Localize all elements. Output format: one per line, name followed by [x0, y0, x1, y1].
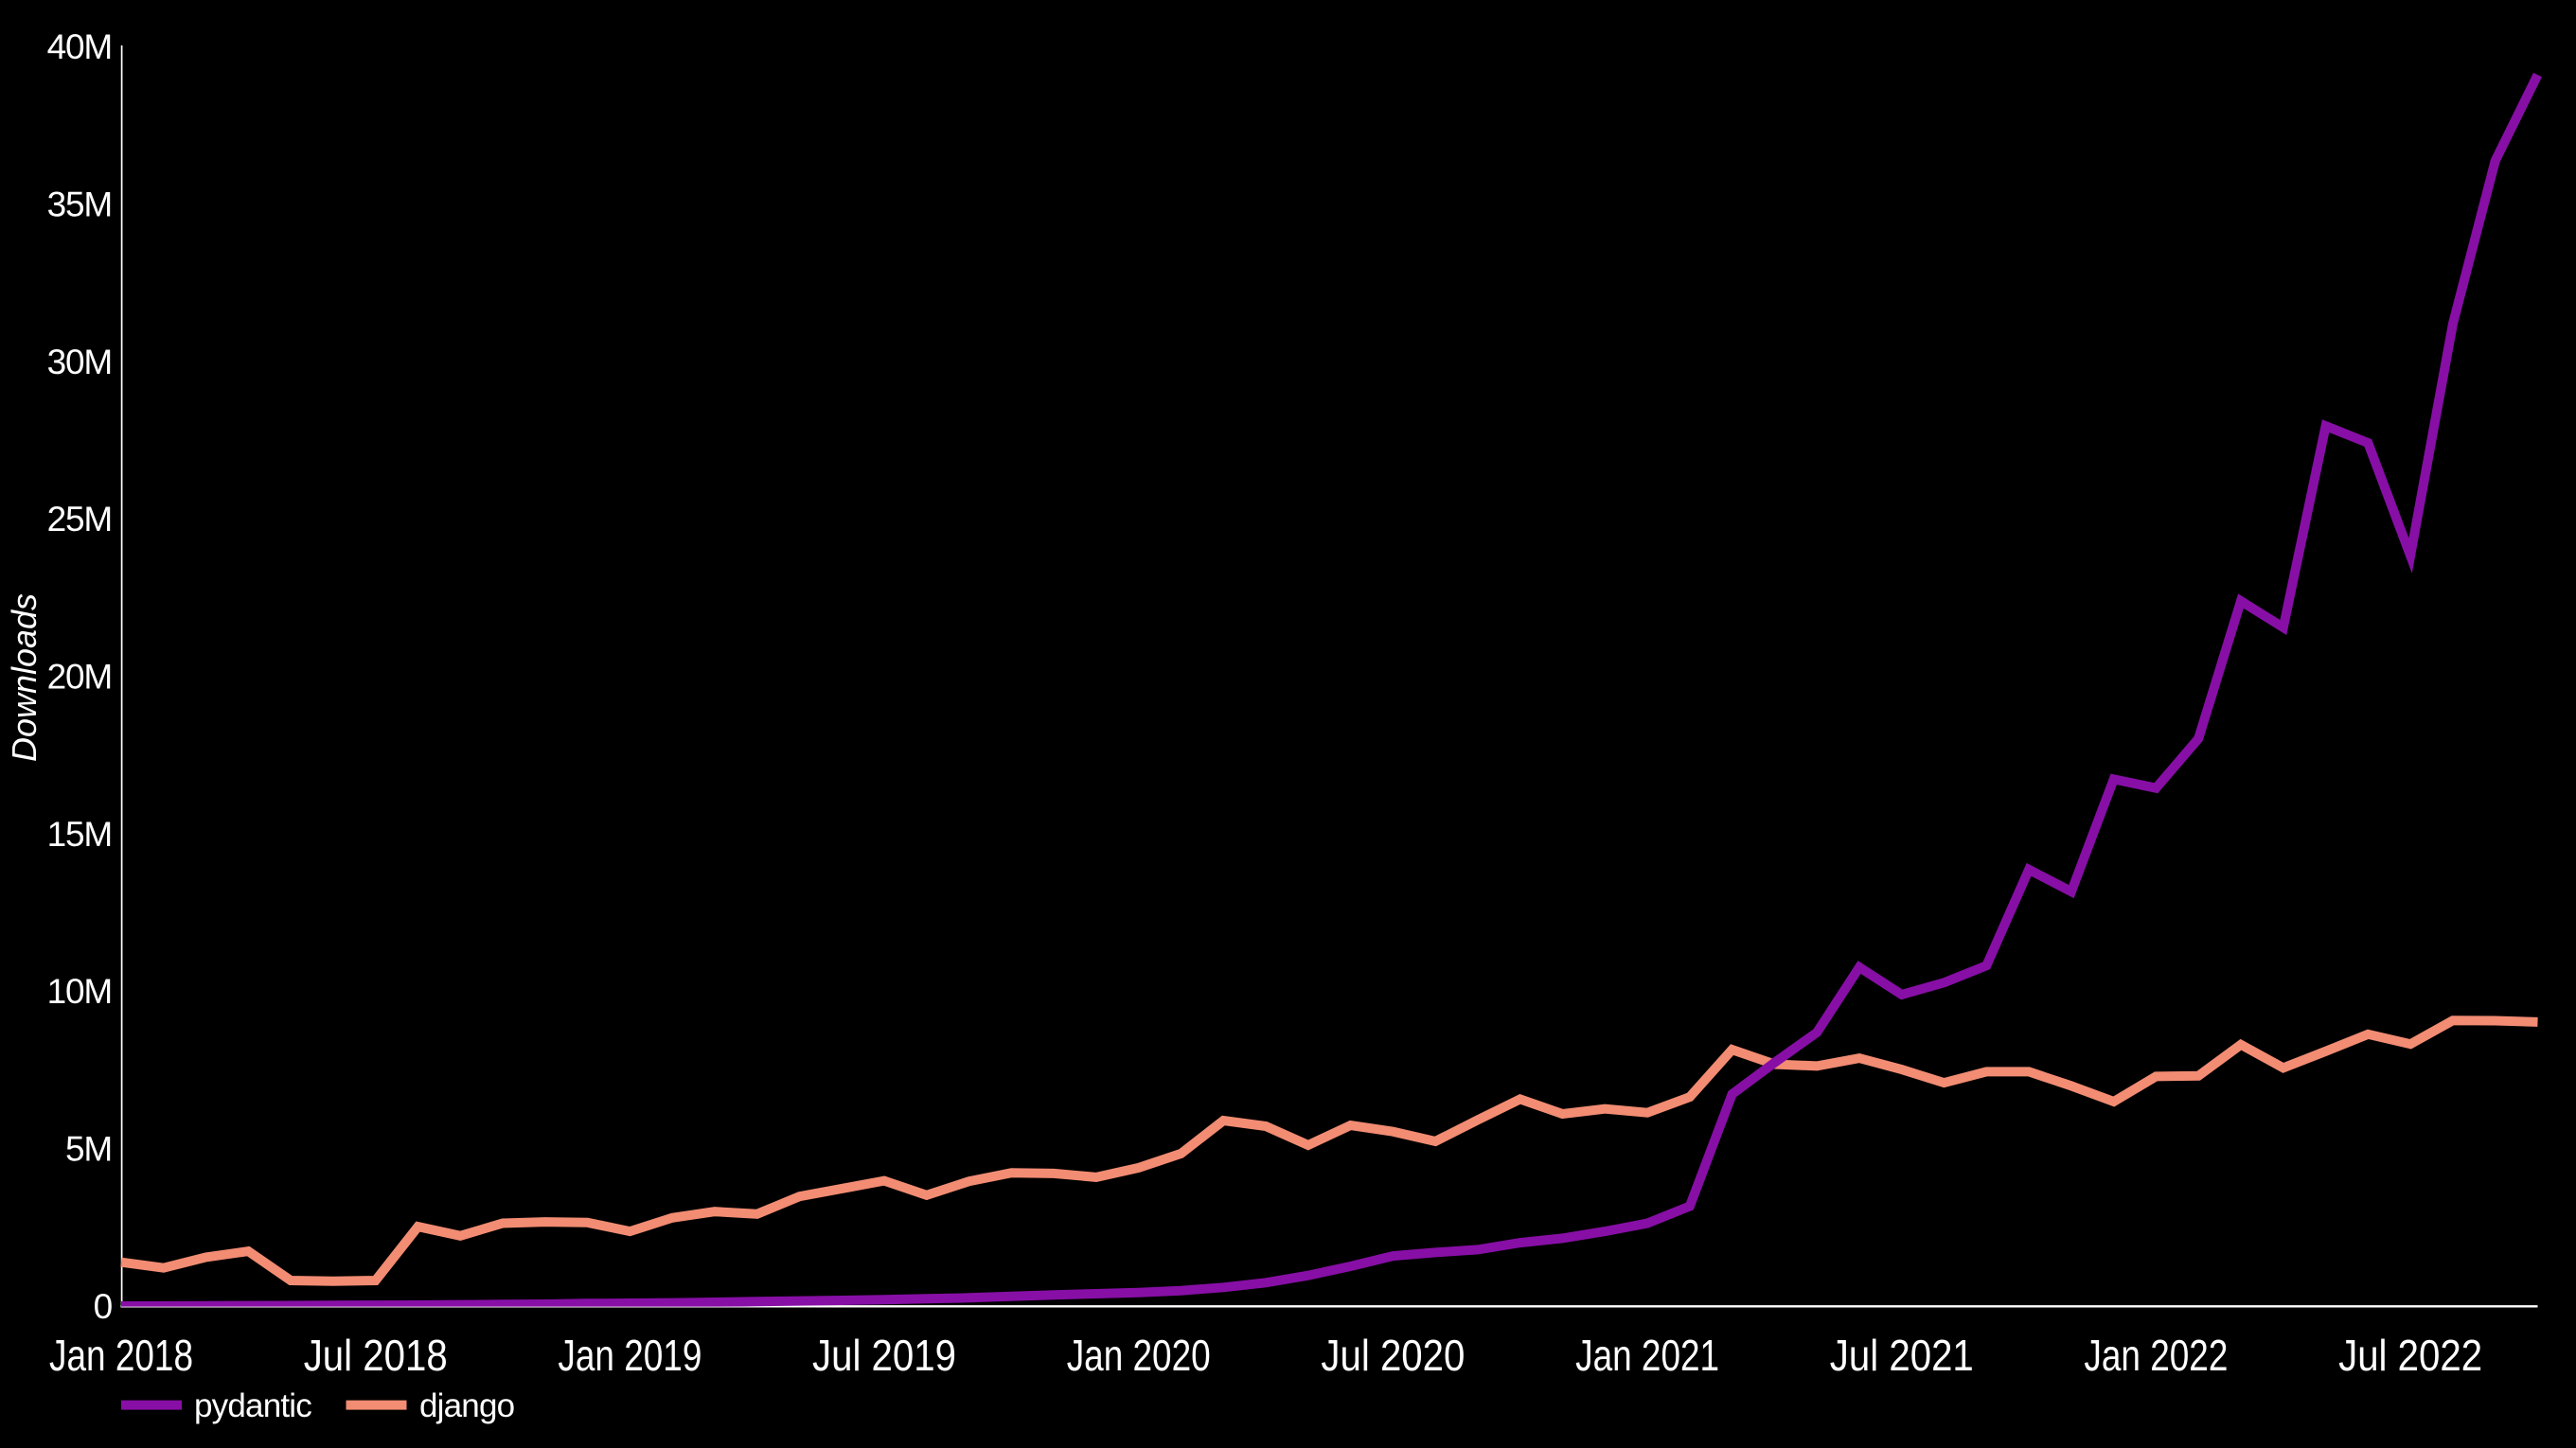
svg-text:Jul 2022: Jul 2022: [2338, 1331, 2482, 1380]
svg-text:5M: 5M: [65, 1130, 112, 1169]
svg-text:pydantic: pydantic: [194, 1387, 311, 1424]
svg-text:Jan 2022: Jan 2022: [2084, 1331, 2228, 1380]
svg-text:Jan 2018: Jan 2018: [49, 1331, 193, 1380]
svg-text:Jan 2019: Jan 2019: [558, 1331, 702, 1380]
svg-text:15M: 15M: [47, 815, 112, 854]
svg-text:Jul 2021: Jul 2021: [1830, 1331, 1974, 1380]
svg-text:Jul 2019: Jul 2019: [812, 1331, 956, 1380]
svg-text:0: 0: [94, 1287, 113, 1326]
svg-text:10M: 10M: [47, 972, 112, 1011]
svg-text:Downloads: Downloads: [5, 593, 44, 762]
svg-text:django: django: [419, 1387, 514, 1424]
svg-text:Jan 2020: Jan 2020: [1067, 1331, 1211, 1380]
svg-text:40M: 40M: [47, 27, 112, 66]
svg-text:20M: 20M: [47, 658, 112, 697]
svg-text:25M: 25M: [47, 500, 112, 539]
svg-text:Jul 2020: Jul 2020: [1321, 1331, 1465, 1380]
svg-text:30M: 30M: [47, 343, 112, 381]
svg-text:35M: 35M: [47, 185, 112, 223]
svg-text:Jan 2021: Jan 2021: [1575, 1331, 1719, 1380]
svg-text:Jul 2018: Jul 2018: [304, 1331, 448, 1380]
